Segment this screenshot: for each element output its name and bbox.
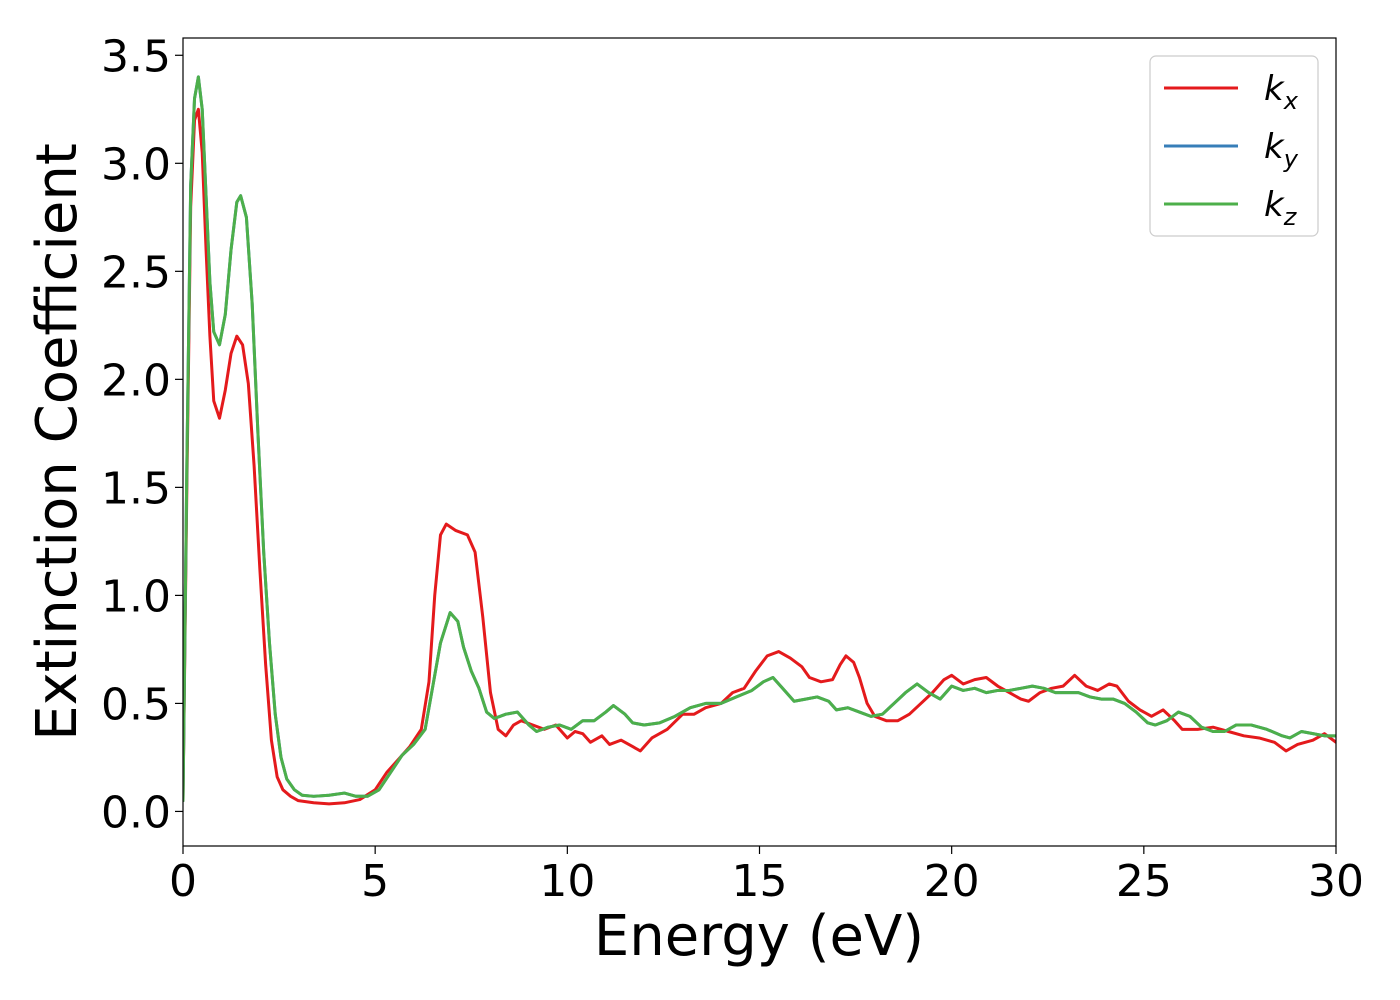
x-tick-label: 5 — [361, 856, 389, 907]
y-tick-label: 2.5 — [101, 247, 171, 298]
series-line-k-z — [183, 75, 1336, 803]
legend-label-k-y: ky — [1264, 127, 1299, 173]
legend: kx ky kz — [1149, 55, 1319, 237]
plot-area — [183, 75, 1336, 806]
y-tick-label: 0.0 — [101, 787, 171, 838]
x-tick-label: 0 — [169, 856, 197, 907]
y-tick-label: 0.5 — [101, 679, 171, 730]
y-tick-label: 3.5 — [101, 31, 171, 82]
x-tick-label: 15 — [732, 856, 788, 907]
x-tick-label: 20 — [924, 856, 980, 907]
y-tick-label: 1.0 — [101, 571, 171, 622]
y-tick-label: 3.0 — [101, 139, 171, 190]
series-line-k-x — [183, 107, 1336, 806]
y-tick-label: 1.5 — [101, 463, 171, 514]
axes: 0 5 10 15 20 25 30 0.0 0.5 1.0 1.5 2.0 2.5 3.0 3.5 — [101, 31, 1364, 907]
y-axis-title: Extinction Coefficient — [25, 143, 90, 741]
x-tick-label: 30 — [1308, 856, 1364, 907]
y-tick-label: 2.0 — [101, 355, 171, 406]
legend-label-k-x: kx — [1264, 69, 1299, 115]
legend-label-k-z: kz — [1264, 185, 1298, 231]
x-axis-title: Energy (eV) — [594, 904, 924, 969]
x-tick-label: 10 — [539, 856, 595, 907]
x-tick-label: 25 — [1116, 856, 1172, 907]
